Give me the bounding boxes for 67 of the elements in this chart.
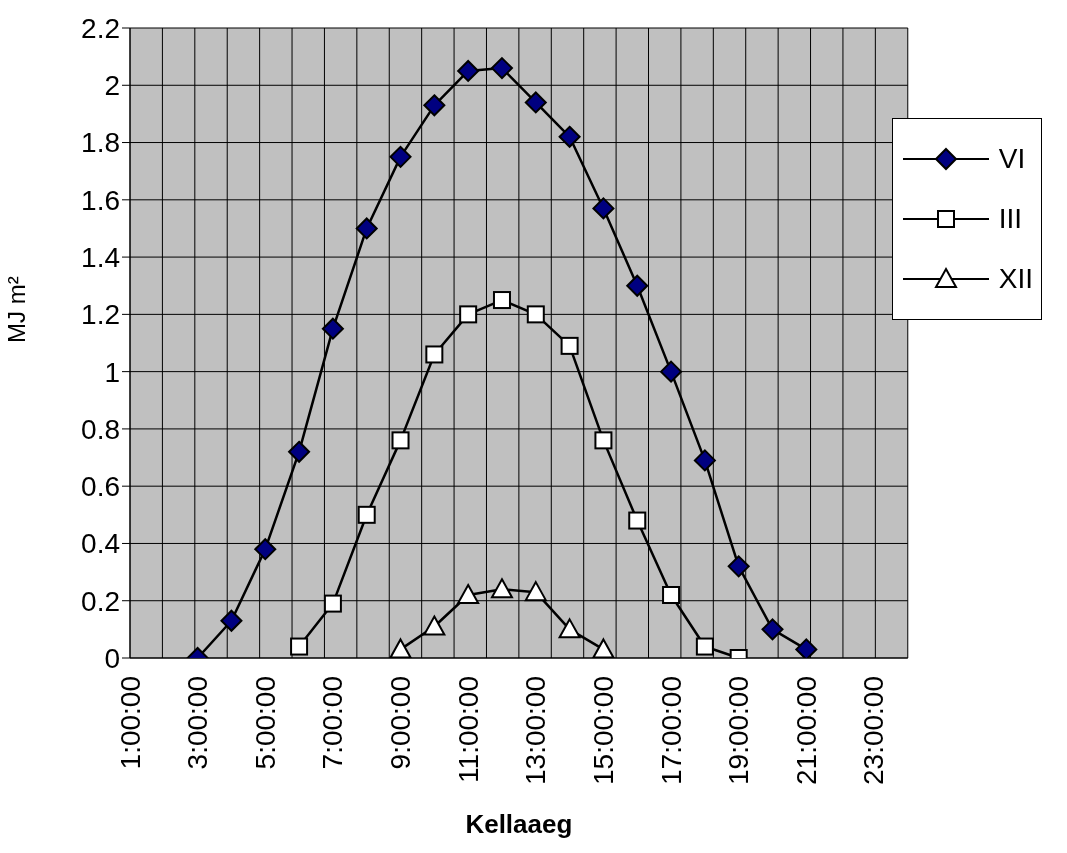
- y-tick-label: 0.8: [81, 413, 120, 445]
- point: [290, 637, 309, 656]
- y-tick-label: 1.8: [81, 127, 120, 159]
- legend-label: VI: [998, 143, 1026, 175]
- point: [662, 586, 681, 604]
- point: [457, 584, 480, 604]
- x-tick-label: 5:00:00: [249, 676, 281, 770]
- point: [288, 440, 311, 463]
- point: [321, 317, 344, 340]
- point: [558, 618, 581, 639]
- y-tick-label: 0.2: [81, 585, 120, 617]
- point: [220, 609, 243, 632]
- y-axis-title: MJ m²: [2, 276, 30, 343]
- x-tick-label: 23:00:00: [858, 676, 890, 785]
- x-tick-label: 7:00:00: [317, 676, 349, 770]
- point: [423, 94, 446, 117]
- point: [626, 274, 649, 297]
- point: [524, 581, 547, 602]
- y-tick-label: 1.4: [81, 242, 120, 274]
- x-tick-label: 1:00:00: [114, 676, 146, 770]
- point: [695, 637, 714, 656]
- x-tick-label: 13:00:00: [520, 676, 552, 785]
- x-axis-title: Kellaaeg: [465, 809, 573, 839]
- x-tick-label: 11:00:00: [452, 676, 484, 783]
- point: [457, 59, 480, 82]
- x-tick-label: 3:00:00: [182, 676, 214, 770]
- point: [490, 578, 513, 599]
- point: [693, 449, 716, 472]
- y-tick-label: 0: [104, 642, 120, 674]
- legend-label: III: [998, 203, 1023, 235]
- point: [558, 125, 581, 148]
- x-tick-label: 9:00:00: [385, 676, 417, 770]
- point: [389, 638, 412, 658]
- point: [357, 505, 376, 524]
- point: [524, 91, 547, 114]
- point: [490, 57, 513, 80]
- point: [795, 638, 818, 658]
- y-tick-label: 2: [104, 70, 120, 102]
- point: [389, 145, 412, 168]
- point: [592, 638, 615, 658]
- legend-label: XII: [998, 263, 1033, 295]
- point: [761, 618, 784, 641]
- x-tick-label: 15:00:00: [587, 676, 619, 785]
- y-tick-label: 1.6: [81, 184, 120, 216]
- y-tick-label: 1: [104, 356, 120, 388]
- point: [492, 291, 511, 310]
- point: [727, 555, 750, 578]
- point: [594, 431, 613, 450]
- point: [391, 431, 410, 450]
- point: [423, 615, 446, 636]
- point: [560, 336, 579, 355]
- point: [323, 594, 342, 613]
- y-tick-label: 0.4: [81, 528, 120, 560]
- x-tick-label: 21:00:00: [790, 676, 822, 785]
- point: [355, 217, 378, 240]
- y-tick-label: 1.2: [81, 299, 120, 331]
- point: [254, 538, 277, 561]
- point: [459, 305, 478, 324]
- point: [592, 197, 615, 220]
- point: [660, 360, 683, 383]
- x-tick-label: 19:00:00: [723, 676, 755, 785]
- point: [526, 305, 545, 324]
- point: [628, 511, 647, 530]
- y-tick-label: 0.6: [81, 471, 120, 503]
- point: [425, 345, 444, 364]
- y-tick-label: 2.2: [81, 12, 120, 44]
- x-tick-label: 17:00:00: [655, 676, 687, 785]
